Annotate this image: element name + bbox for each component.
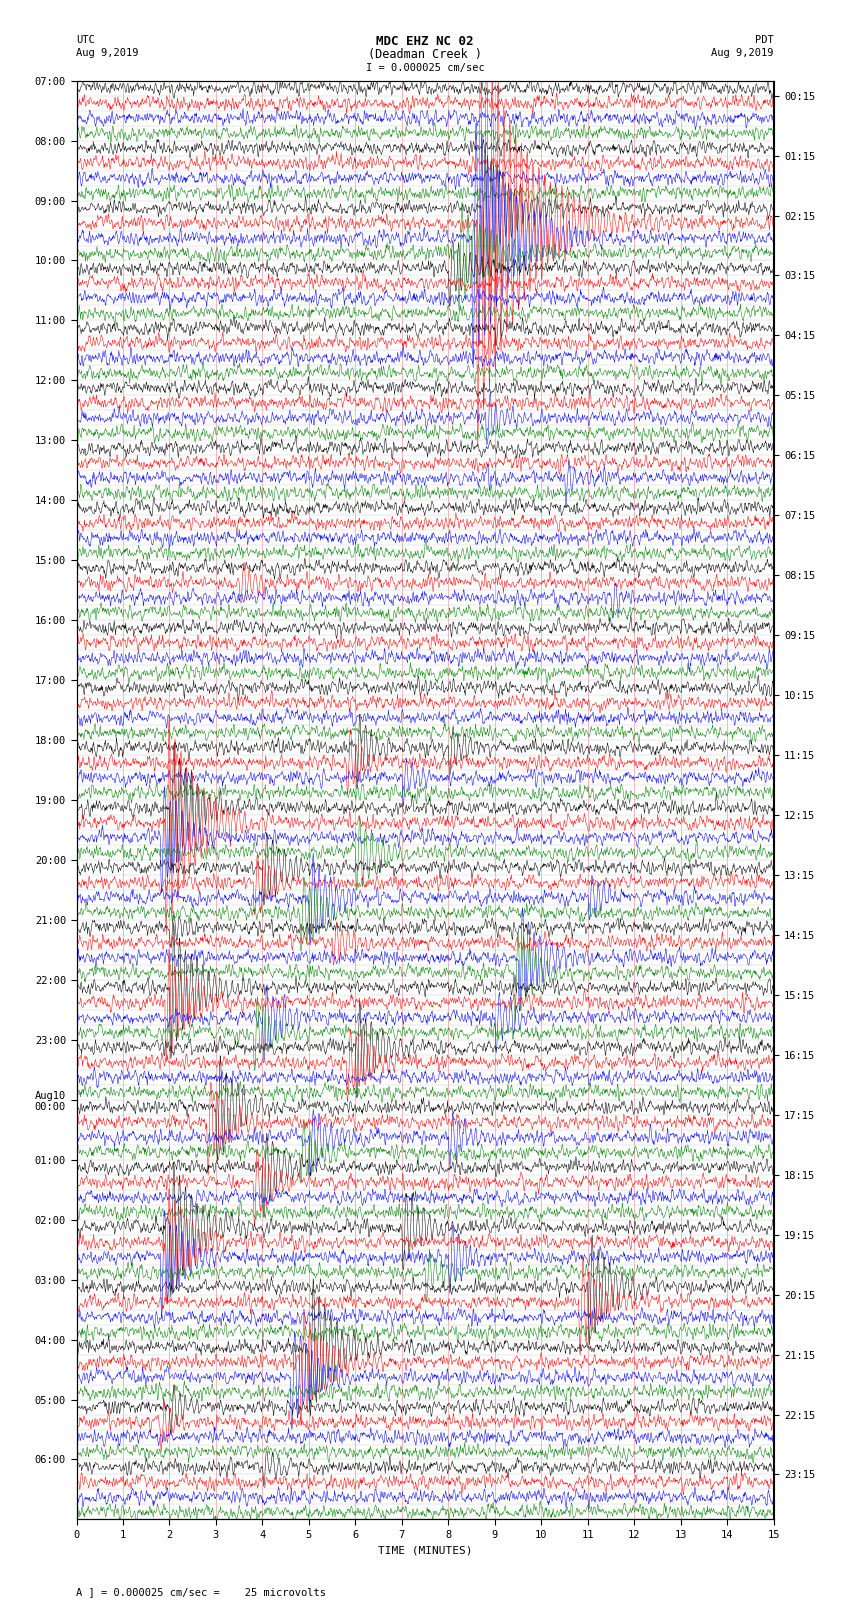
Text: A ] = 0.000025 cm/sec =    25 microvolts: A ] = 0.000025 cm/sec = 25 microvolts [76, 1587, 326, 1597]
Text: PDT: PDT [755, 35, 774, 45]
Text: UTC: UTC [76, 35, 95, 45]
X-axis label: TIME (MINUTES): TIME (MINUTES) [377, 1545, 473, 1555]
Text: MDC EHZ NC 02: MDC EHZ NC 02 [377, 35, 473, 48]
Text: Aug 9,2019: Aug 9,2019 [711, 48, 774, 58]
Text: Aug 9,2019: Aug 9,2019 [76, 48, 139, 58]
Text: (Deadman Creek ): (Deadman Creek ) [368, 48, 482, 61]
Text: I = 0.000025 cm/sec: I = 0.000025 cm/sec [366, 63, 484, 73]
